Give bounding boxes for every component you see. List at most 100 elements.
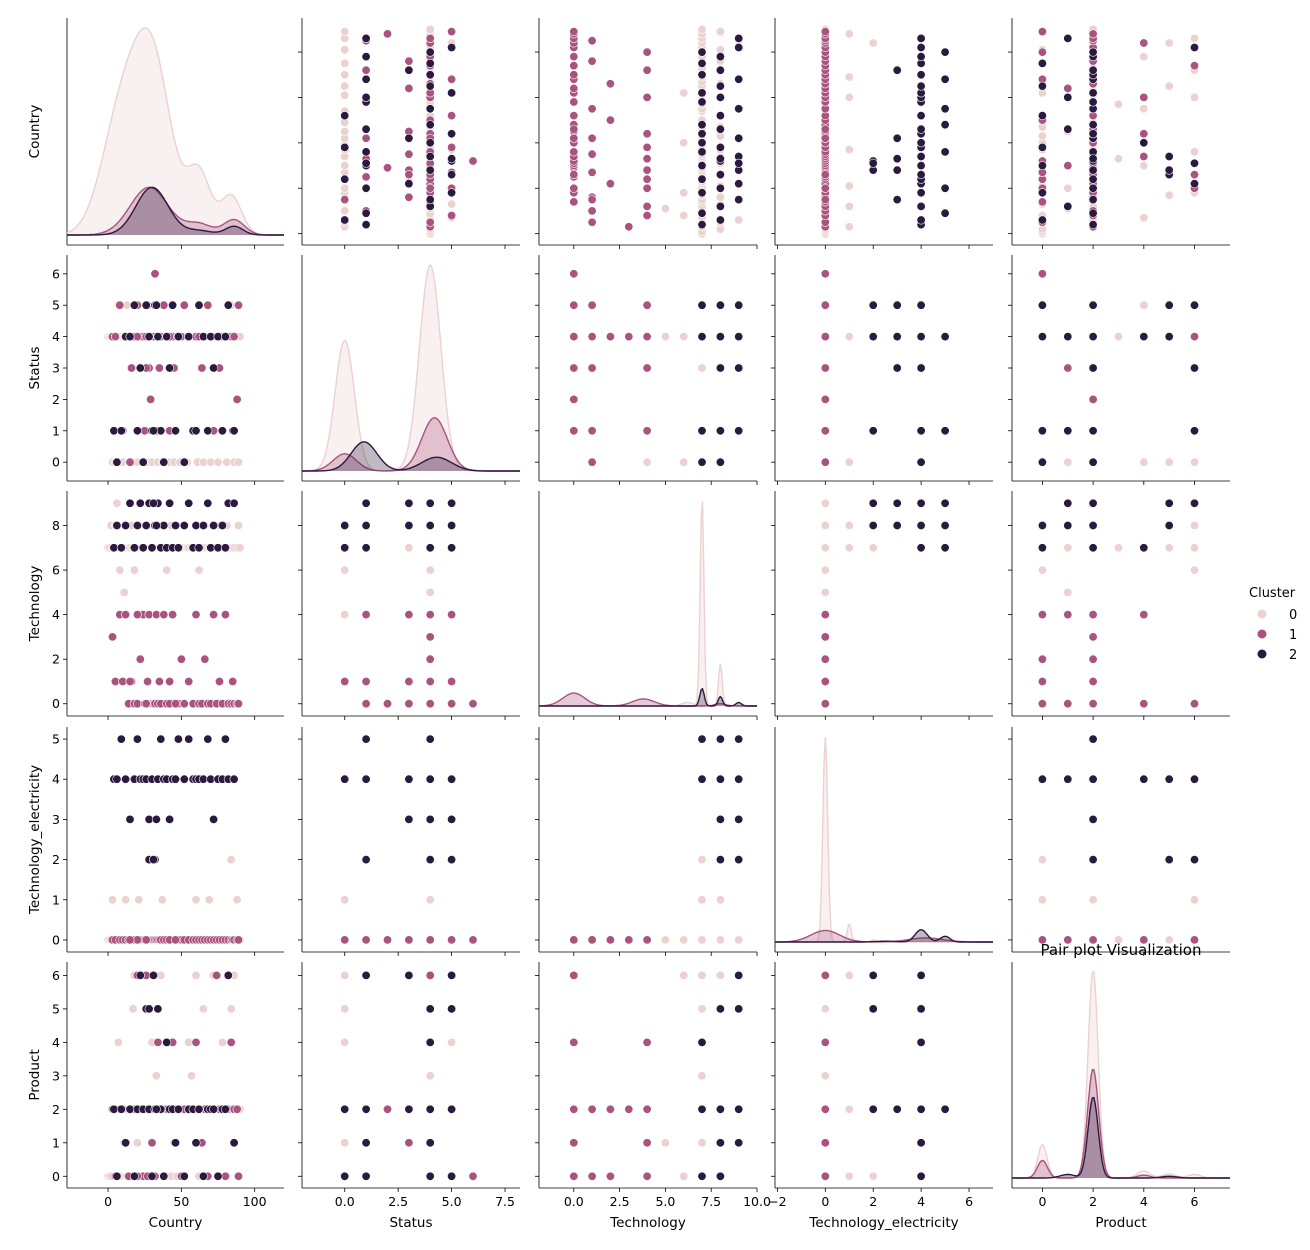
scatter-point-cluster-0	[235, 543, 245, 553]
scatter-point-cluster-2	[916, 1004, 926, 1014]
scatter-point-cluster-2	[138, 457, 148, 467]
scatter-point-cluster-2	[1088, 195, 1098, 205]
scatter-point-cluster-2	[868, 1104, 878, 1114]
scatter-point-cluster-1	[191, 1037, 201, 1047]
scatter-point-cluster-0	[1139, 300, 1149, 310]
scatter-point-cluster-1	[447, 699, 457, 709]
scatter-point-cluster-2	[173, 543, 183, 553]
scatter-point-cluster-2	[209, 1104, 219, 1114]
scatter-point-cluster-2	[194, 300, 204, 310]
y-tick-label: 4	[52, 1035, 60, 1050]
x-tick-label: 0.0	[564, 1194, 584, 1209]
scatter-point-cluster-2	[916, 1171, 926, 1181]
scatter-point-cluster-2	[425, 58, 435, 68]
scatter-point-cluster-1	[820, 300, 830, 310]
scatter-point-cluster-0	[868, 38, 878, 48]
scatter-point-cluster-2	[162, 1037, 172, 1047]
scatter-point-cluster-2	[1063, 33, 1073, 43]
scatter-point-cluster-1	[587, 457, 597, 467]
scatter-point-cluster-1	[569, 300, 579, 310]
scatter-point-cluster-1	[624, 332, 634, 342]
scatter-point-cluster-2	[151, 520, 161, 530]
scatter-point-cluster-0	[340, 895, 350, 905]
scatter-point-cluster-2	[425, 120, 435, 130]
scatter-point-cluster-2	[1063, 332, 1073, 342]
scatter-point-cluster-0	[844, 181, 854, 191]
scatter-point-cluster-1	[132, 610, 142, 620]
scatter-point-cluster-2	[715, 457, 725, 467]
scatter-point-cluster-0	[1088, 895, 1098, 905]
scatter-point-cluster-0	[715, 935, 725, 945]
y-tick-label: 2	[52, 652, 60, 667]
scatter-point-cluster-2	[715, 774, 725, 784]
scatter-point-cluster-2	[697, 120, 707, 130]
scatter-point-cluster-2	[165, 498, 175, 508]
scatter-point-cluster-0	[1114, 99, 1124, 109]
scatter-point-cluster-2	[734, 734, 744, 744]
scatter-point-cluster-2	[1139, 138, 1149, 148]
scatter-point-cluster-0	[660, 332, 670, 342]
scatter-point-cluster-2	[715, 183, 725, 193]
scatter-point-cluster-0	[679, 935, 689, 945]
scatter-point-cluster-2	[1190, 363, 1200, 373]
scatter-point-cluster-1	[1063, 610, 1073, 620]
scatter-point-cluster-0	[844, 1104, 854, 1114]
scatter-point-cluster-2	[892, 154, 902, 164]
scatter-point-cluster-1	[153, 1037, 163, 1047]
scatter-point-cluster-2	[892, 363, 902, 373]
kde-line-cluster-0	[1012, 971, 1230, 1179]
panel-Technology_electricity-vs-Country: 0 1 2 3 4 5	[52, 727, 284, 956]
scatter-point-cluster-1	[642, 363, 652, 373]
scatter-point-cluster-2	[940, 47, 950, 57]
scatter-point-cluster-2	[425, 1004, 435, 1014]
scatter-point-cluster-0	[128, 1004, 138, 1014]
scatter-point-cluster-2	[1063, 426, 1073, 436]
scatter-point-cluster-2	[916, 215, 926, 225]
scatter-point-cluster-2	[159, 1171, 169, 1181]
scatter-point-cluster-0	[844, 457, 854, 467]
scatter-point-cluster-2	[209, 814, 219, 824]
legend-marker-2	[1257, 649, 1267, 659]
scatter-point-cluster-0	[234, 520, 244, 530]
scatter-point-cluster-2	[1139, 332, 1149, 342]
panel-Country-vs-Product	[1008, 18, 1230, 249]
x-tick-label: 6	[965, 1194, 973, 1209]
scatter-point-cluster-0	[1139, 213, 1149, 223]
scatter-point-cluster-0	[1190, 92, 1200, 102]
scatter-point-cluster-0	[121, 895, 131, 905]
scatter-point-cluster-1	[108, 632, 118, 642]
scatter-point-cluster-0	[844, 145, 854, 155]
scatter-point-cluster-1	[605, 1171, 615, 1181]
scatter-point-cluster-1	[447, 27, 457, 37]
scatter-point-cluster-1	[215, 676, 225, 686]
x-tick-label: 7.5	[701, 1194, 721, 1209]
scatter-point-cluster-2	[171, 520, 181, 530]
scatter-point-cluster-2	[425, 104, 435, 114]
scatter-point-cluster-0	[340, 970, 350, 980]
scatter-point-cluster-1	[191, 610, 201, 620]
scatter-point-cluster-2	[156, 734, 166, 744]
scatter-point-cluster-2	[715, 124, 725, 134]
scatter-point-cluster-1	[229, 332, 239, 342]
panel-Product-vs-Technology: 0.0 2.5 5.0 7.5 10.0	[535, 962, 771, 1209]
scatter-point-cluster-2	[697, 147, 707, 157]
scatter-point-cluster-2	[112, 774, 122, 784]
scatter-point-cluster-2	[734, 426, 744, 436]
scatter-point-cluster-0	[1190, 147, 1200, 157]
scatter-point-cluster-2	[173, 1104, 183, 1114]
scatter-point-cluster-2	[340, 1104, 350, 1114]
scatter-point-cluster-2	[1037, 111, 1047, 121]
scatter-point-cluster-2	[892, 165, 902, 175]
scatter-point-cluster-0	[1164, 190, 1174, 200]
scatter-point-cluster-2	[1164, 774, 1174, 784]
scatter-point-cluster-2	[138, 543, 148, 553]
scatter-point-cluster-2	[892, 133, 902, 143]
scatter-point-cluster-1	[404, 83, 414, 93]
scatter-point-cluster-1	[404, 699, 414, 709]
scatter-point-cluster-2	[940, 1104, 950, 1114]
y-tick-label: 4	[52, 607, 60, 622]
scatter-point-cluster-2	[129, 300, 139, 310]
scatter-point-cluster-0	[191, 895, 201, 905]
panel-Technology_electricity-vs-Technology	[535, 727, 758, 956]
scatter-point-cluster-1	[1190, 332, 1200, 342]
